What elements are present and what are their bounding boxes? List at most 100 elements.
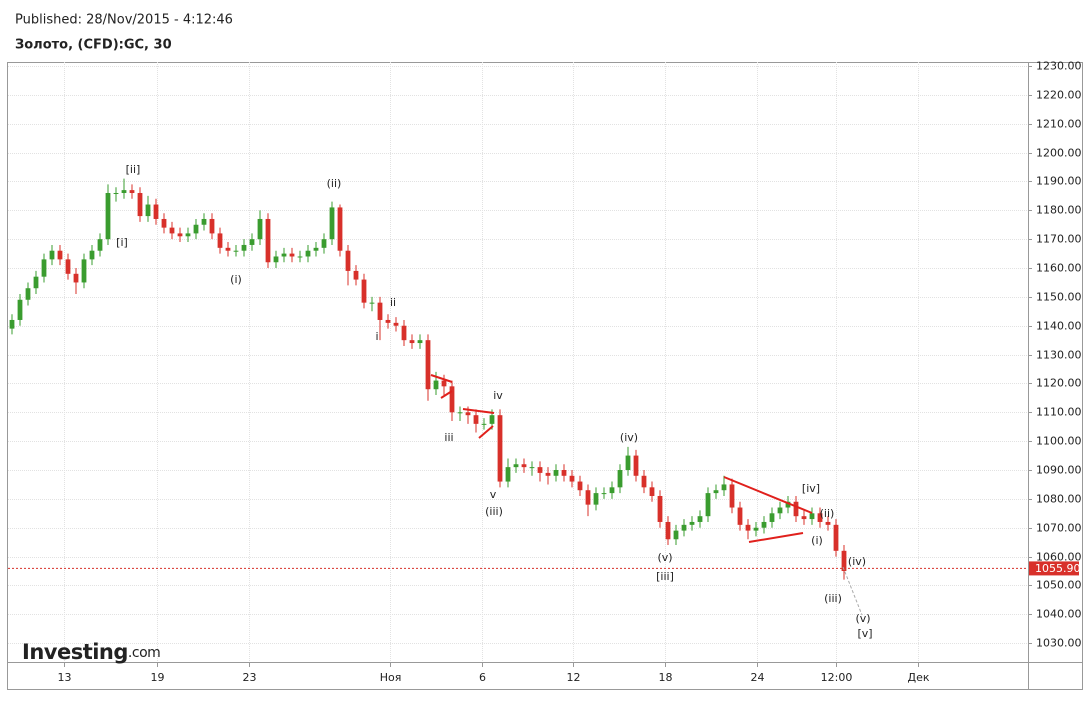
candle-body bbox=[817, 513, 823, 522]
published: Published: 28/Nov/2015 - 4:12:46 bbox=[15, 13, 233, 28]
candle-body bbox=[481, 423, 487, 425]
candle-body bbox=[121, 190, 127, 194]
logo-name: Investing bbox=[22, 640, 128, 664]
candle-body bbox=[401, 325, 407, 341]
candle-body bbox=[529, 467, 535, 469]
y-tick-label: 1100.00 bbox=[1036, 435, 1082, 448]
wave-label: [iv] bbox=[802, 482, 820, 495]
candle-body bbox=[201, 218, 207, 225]
candle-body bbox=[289, 253, 295, 257]
candle-body bbox=[705, 493, 711, 517]
candle-body bbox=[9, 319, 15, 329]
y-tick-label: 1210.00 bbox=[1036, 118, 1082, 131]
candle-body bbox=[761, 521, 767, 528]
candle-body bbox=[497, 415, 503, 482]
candle-body bbox=[537, 467, 543, 473]
candle-body bbox=[681, 524, 687, 531]
y-tick-label: 1160.00 bbox=[1036, 262, 1082, 275]
candle-body bbox=[617, 470, 623, 488]
candle-body bbox=[425, 340, 431, 390]
wave-label: v bbox=[490, 488, 497, 501]
logo-suffix: .com bbox=[128, 645, 160, 661]
wave-label: (ii) bbox=[820, 507, 835, 520]
y-tick-label: 1040.00 bbox=[1036, 608, 1082, 621]
candle-body bbox=[33, 276, 39, 289]
last-price-tag bbox=[1029, 561, 1079, 576]
candle-body bbox=[457, 412, 463, 414]
candle-body bbox=[801, 516, 807, 520]
candle-body bbox=[329, 207, 335, 240]
candle-body bbox=[73, 273, 79, 283]
candle-body bbox=[345, 250, 351, 271]
y-tick-label: 1060.00 bbox=[1036, 551, 1082, 564]
candle-body bbox=[553, 470, 559, 476]
y-tick-label: 1230.00 bbox=[1036, 60, 1082, 73]
candle-body bbox=[41, 259, 47, 277]
candle-body bbox=[473, 415, 479, 424]
candle-body bbox=[713, 490, 719, 494]
x-tick-label: 12 bbox=[567, 671, 581, 684]
candle-body bbox=[833, 524, 839, 551]
candle-body bbox=[49, 250, 55, 260]
symbol-title: Золото, (CFD):GC, 30 bbox=[15, 38, 172, 53]
trend-line bbox=[748, 532, 804, 543]
candle-body bbox=[633, 455, 639, 476]
candle-body bbox=[193, 224, 199, 234]
candle-body bbox=[81, 259, 87, 283]
wave-label: [v] bbox=[857, 627, 872, 640]
candle-body bbox=[601, 493, 607, 495]
wave-label: (ii) bbox=[327, 177, 342, 190]
wave-label: [ii] bbox=[126, 163, 141, 176]
candle-body bbox=[521, 464, 527, 468]
candle-body bbox=[25, 288, 31, 300]
candle-body bbox=[89, 250, 95, 260]
x-tick-label: 23 bbox=[243, 671, 257, 684]
candle-body bbox=[281, 253, 287, 257]
candle-body bbox=[153, 204, 159, 219]
candle-body bbox=[585, 490, 591, 505]
candle-body bbox=[769, 513, 775, 522]
logo: Investing.com bbox=[22, 640, 160, 664]
wave-label: (iii) bbox=[824, 592, 842, 605]
last-price-label: 1055.90 bbox=[1035, 562, 1081, 575]
candle-body bbox=[273, 256, 279, 263]
wave-label: [iii] bbox=[656, 570, 674, 583]
candle-body bbox=[785, 501, 791, 508]
candle-body bbox=[17, 299, 23, 320]
trend-line bbox=[462, 408, 495, 414]
candle-body bbox=[417, 340, 423, 344]
trend-line bbox=[440, 390, 453, 399]
candle-body bbox=[697, 516, 703, 522]
candle-body bbox=[641, 475, 647, 488]
wave-label: iii bbox=[444, 431, 453, 444]
candle-body bbox=[185, 233, 191, 237]
candle-body bbox=[145, 204, 151, 217]
candle-body bbox=[449, 386, 455, 413]
candle-body bbox=[737, 507, 743, 525]
y-tick-label: 1080.00 bbox=[1036, 493, 1082, 506]
wave-label: (iv) bbox=[848, 555, 866, 568]
candle-body bbox=[657, 495, 663, 522]
x-tick-label: 19 bbox=[151, 671, 165, 684]
candle-body bbox=[249, 239, 255, 245]
y-tick-label: 1110.00 bbox=[1036, 406, 1082, 419]
y-tick-label: 1140.00 bbox=[1036, 320, 1082, 333]
x-tick-label: 12:00 bbox=[821, 671, 853, 684]
candle-body bbox=[385, 319, 391, 323]
candle-body bbox=[721, 484, 727, 491]
candle-body bbox=[777, 507, 783, 514]
wave-label: ii bbox=[390, 296, 396, 309]
y-tick-label: 1190.00 bbox=[1036, 175, 1082, 188]
wave-label: (iv) bbox=[620, 431, 638, 444]
candle-body bbox=[297, 256, 303, 258]
candle-body bbox=[665, 521, 671, 540]
x-tick-label: Ноя bbox=[380, 671, 402, 684]
candle-body bbox=[489, 415, 495, 424]
y-tick-label: 1050.00 bbox=[1036, 579, 1082, 592]
candle-body bbox=[313, 247, 319, 251]
candle-body bbox=[841, 550, 847, 572]
x-tick-label: 24 bbox=[751, 671, 765, 684]
candle-body bbox=[649, 487, 655, 496]
candle-body bbox=[625, 455, 631, 471]
